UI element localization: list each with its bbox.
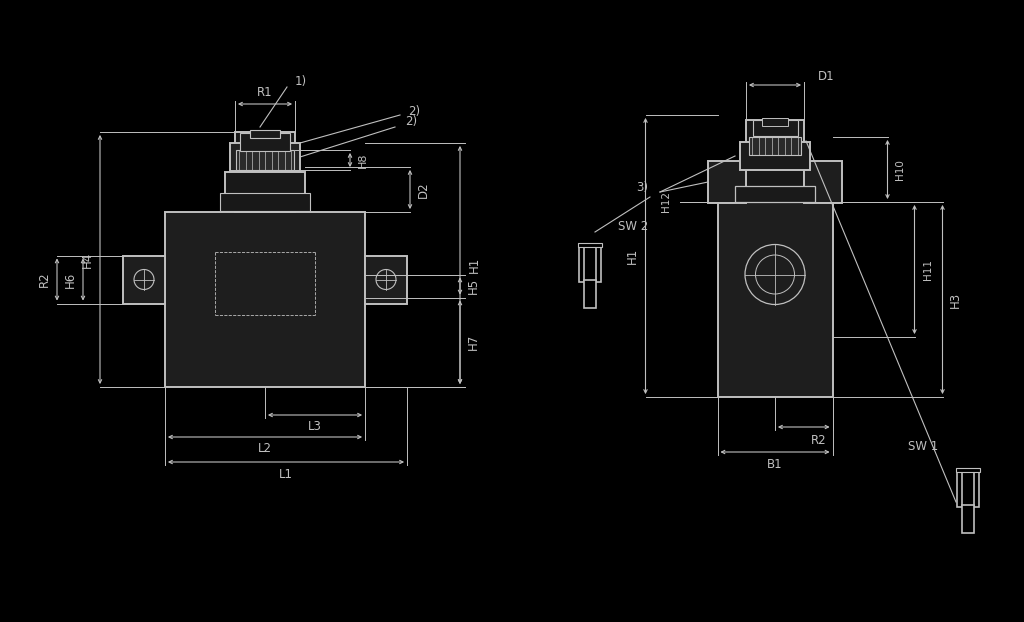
Text: H10: H10 (896, 159, 905, 180)
Bar (804, 161, 842, 203)
Text: SW 2: SW 2 (618, 221, 648, 233)
Bar (165, 212, 365, 387)
Text: H12: H12 (660, 192, 671, 213)
Text: H7: H7 (467, 334, 479, 350)
Bar (230, 143, 300, 171)
Text: D1: D1 (818, 70, 835, 83)
Bar (596, 244, 601, 282)
Bar (962, 505, 974, 533)
Text: SW 1: SW 1 (907, 440, 938, 453)
Text: R2: R2 (811, 434, 826, 447)
Text: 2): 2) (408, 104, 420, 118)
Text: H1: H1 (626, 248, 639, 264)
Bar (746, 120, 804, 202)
Bar (749, 137, 801, 155)
Bar (584, 280, 596, 308)
Text: D2: D2 (417, 181, 429, 198)
Text: H3: H3 (949, 292, 962, 307)
Text: L3: L3 (308, 420, 322, 434)
Bar (234, 132, 295, 212)
Bar (578, 243, 602, 247)
Bar (236, 150, 294, 170)
Bar (220, 193, 310, 211)
Bar (123, 256, 165, 304)
Text: H8: H8 (358, 152, 368, 168)
Bar (708, 161, 746, 203)
Bar (762, 118, 788, 126)
Bar (974, 469, 979, 507)
Bar (956, 468, 980, 472)
Text: H11: H11 (923, 259, 933, 280)
Text: L2: L2 (258, 442, 272, 455)
Text: 3): 3) (636, 180, 648, 193)
Bar (225, 172, 305, 202)
Bar (365, 256, 407, 304)
Text: L1: L1 (279, 468, 293, 481)
Text: R2: R2 (38, 272, 50, 287)
Bar (718, 202, 833, 397)
Text: 2): 2) (406, 116, 417, 129)
Bar (740, 142, 810, 170)
Bar (753, 120, 798, 136)
Text: H1: H1 (468, 257, 480, 273)
Text: H4: H4 (81, 251, 93, 267)
Bar (250, 130, 280, 138)
Bar (957, 469, 962, 507)
Text: R1: R1 (257, 85, 272, 98)
Text: 1): 1) (295, 75, 307, 88)
Text: H6: H6 (63, 271, 77, 287)
Text: H5: H5 (467, 278, 479, 294)
Bar (240, 133, 290, 151)
Bar (579, 244, 584, 282)
Bar (735, 186, 815, 202)
Text: B1: B1 (767, 458, 782, 471)
